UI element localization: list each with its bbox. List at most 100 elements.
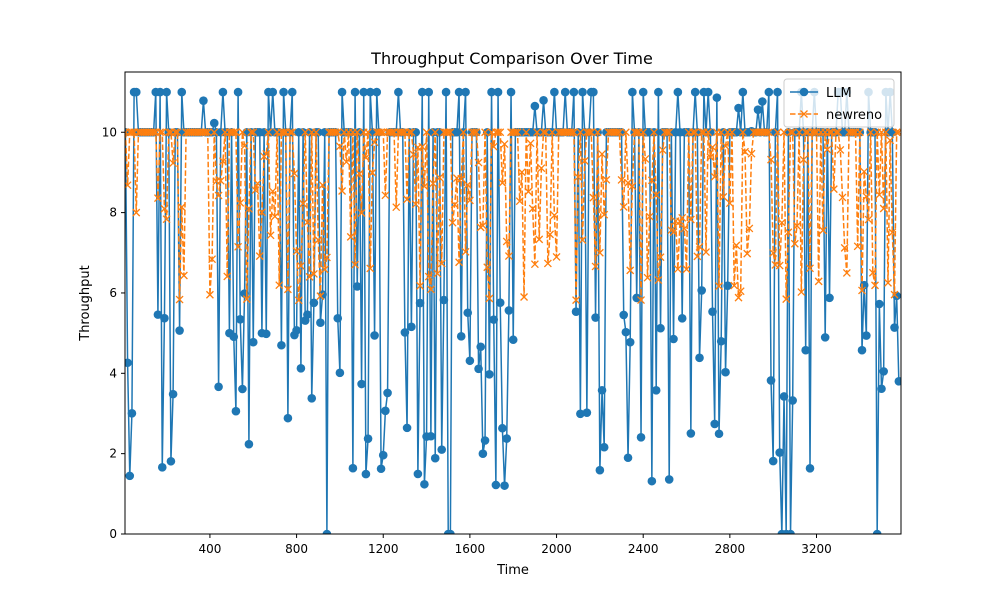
data-point xyxy=(550,211,559,220)
data-point xyxy=(361,153,370,162)
x-tick-label: 2800 xyxy=(715,542,746,556)
data-point xyxy=(834,128,843,137)
data-point xyxy=(359,87,369,97)
data-point xyxy=(351,260,360,269)
data-point xyxy=(305,272,314,281)
data-point xyxy=(651,386,661,395)
data-point xyxy=(261,329,271,339)
data-point xyxy=(625,337,635,347)
data-point xyxy=(422,128,431,137)
data-point xyxy=(715,282,723,291)
data-point xyxy=(257,208,266,217)
data-point xyxy=(489,142,498,151)
data-point xyxy=(790,239,799,248)
data-point xyxy=(597,385,607,395)
series-line-newreno xyxy=(125,131,899,302)
data-point xyxy=(743,249,752,258)
data-point xyxy=(673,87,683,97)
data-point xyxy=(890,290,899,299)
legend-box xyxy=(783,78,895,128)
data-point xyxy=(779,392,789,401)
y-tick-label: 6 xyxy=(109,286,117,300)
data-point xyxy=(615,128,624,137)
data-point xyxy=(580,156,589,165)
data-point xyxy=(585,128,593,137)
data-point xyxy=(777,218,786,227)
data-point xyxy=(673,265,682,274)
data-point xyxy=(862,331,871,340)
data-point xyxy=(524,187,533,196)
data-point xyxy=(292,326,301,335)
x-tick-label: 2400 xyxy=(628,542,659,556)
data-point xyxy=(364,128,373,137)
chart-title: Throughput Comparison Over Time xyxy=(370,49,653,68)
data-point xyxy=(238,128,247,137)
data-point xyxy=(465,196,474,205)
data-point xyxy=(665,128,674,137)
data-point xyxy=(654,276,663,285)
data-point xyxy=(582,408,592,417)
y-axis: 0 2 4 6 8 10 xyxy=(102,125,125,541)
data-point xyxy=(242,295,251,304)
data-point xyxy=(472,128,481,137)
data-point xyxy=(249,128,258,137)
data-point xyxy=(251,186,260,195)
data-point xyxy=(628,182,637,191)
data-point xyxy=(619,310,629,320)
data-point xyxy=(587,128,596,137)
data-point xyxy=(576,128,585,137)
data-point xyxy=(403,195,412,204)
data-point xyxy=(710,419,719,429)
data-point xyxy=(825,128,834,137)
data-point xyxy=(849,128,858,137)
data-point xyxy=(576,409,585,419)
series-line-llm xyxy=(125,91,900,534)
data-point xyxy=(179,271,188,280)
data-point xyxy=(591,313,600,322)
data-point xyxy=(372,87,382,97)
data-point xyxy=(411,200,420,209)
data-point xyxy=(669,228,678,237)
data-point xyxy=(732,241,741,250)
data-point xyxy=(320,265,329,274)
data-point xyxy=(637,296,645,305)
data-point xyxy=(884,278,892,287)
data-point xyxy=(690,87,700,97)
data-point xyxy=(287,87,297,97)
data-point xyxy=(361,469,371,479)
data-point xyxy=(495,298,505,308)
data-point xyxy=(402,423,412,433)
data-point xyxy=(617,175,626,184)
data-point xyxy=(378,450,388,460)
data-point xyxy=(446,529,455,534)
data-point xyxy=(470,128,479,137)
data-point xyxy=(346,232,355,241)
data-point xyxy=(677,314,687,323)
data-point xyxy=(416,281,425,290)
data-point xyxy=(381,191,390,200)
data-point xyxy=(333,128,342,137)
data-point xyxy=(168,389,178,399)
data-point xyxy=(454,87,464,97)
data-point xyxy=(485,369,494,379)
data-point xyxy=(539,96,548,105)
data-point xyxy=(886,136,895,145)
data-point xyxy=(240,141,249,150)
data-point xyxy=(476,342,486,352)
data-point xyxy=(632,128,641,137)
data-point xyxy=(400,328,410,337)
data-point xyxy=(309,269,318,278)
data-point xyxy=(307,393,317,403)
data-point xyxy=(572,296,581,305)
data-point xyxy=(158,128,167,137)
legend-label: newreno xyxy=(826,108,882,123)
data-point xyxy=(621,128,630,137)
data-point xyxy=(461,87,470,97)
data-point xyxy=(435,173,444,182)
data-point xyxy=(231,128,240,137)
data-point xyxy=(441,87,451,97)
data-point xyxy=(377,128,386,137)
data-point xyxy=(201,128,210,137)
data-point xyxy=(164,128,173,137)
